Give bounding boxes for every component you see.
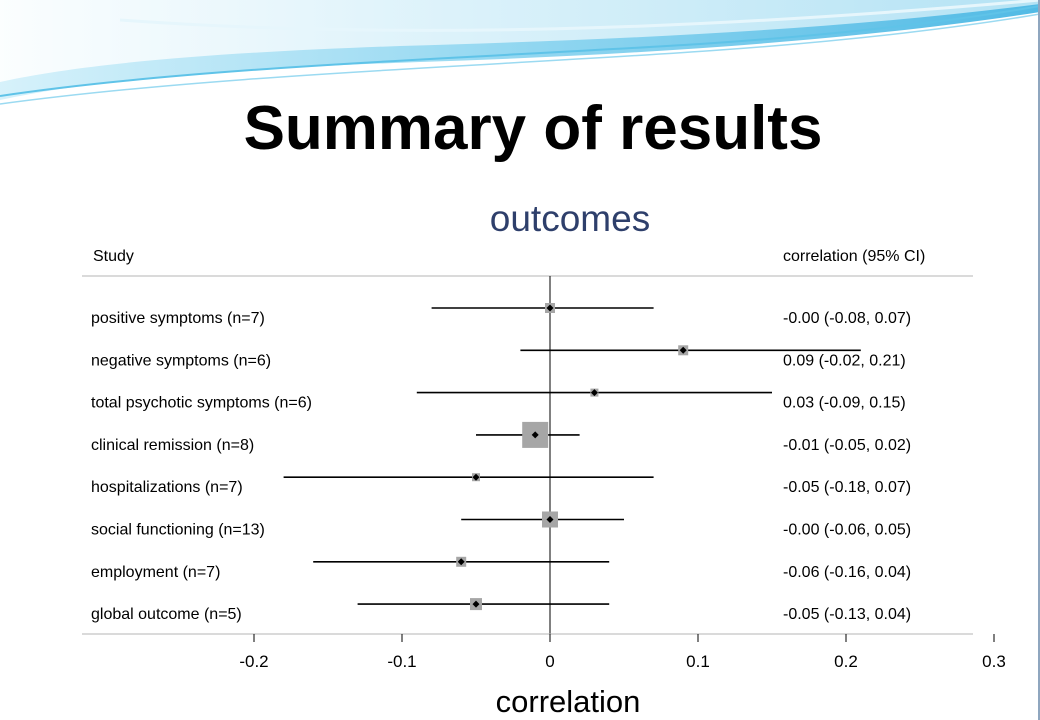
x-tick-label: 0.1 [686,652,710,671]
estimate-point [590,389,598,397]
row-label: positive symptoms (n=7) [91,310,265,327]
row-ci-text: 0.03 (-0.09, 0.15) [783,395,906,412]
x-axis-label: correlation [496,684,641,719]
column-header-study: Study [93,248,134,265]
estimate-point [457,558,465,566]
row-ci-text: 0.09 (-0.02, 0.21) [783,352,906,369]
x-tick-label: 0 [545,652,554,671]
row-label: employment (n=7) [91,564,220,581]
column-header-ci: correlation (95% CI) [783,248,925,265]
row-label: global outcome (n=5) [91,606,242,623]
page-title: Summary of results [243,94,823,163]
x-tick-label: 0.3 [982,652,1006,671]
row-label: total psychotic symptoms (n=6) [91,395,312,412]
estimate-point [546,304,554,312]
row-label: hospitalizations (n=7) [91,479,243,496]
x-tick-label: -0.1 [387,652,416,671]
estimate-point [679,346,687,354]
page-subtitle: outcomes [489,198,651,239]
row-ci-text: -0.05 (-0.18, 0.07) [783,479,911,496]
right-border-line [1038,0,1040,720]
row-ci-text: -0.05 (-0.13, 0.04) [783,606,911,623]
estimate-point [531,431,539,439]
estimate-point [472,473,480,481]
row-ci-text: -0.01 (-0.05, 0.02) [783,437,911,454]
row-ci-text: -0.06 (-0.16, 0.04) [783,564,911,581]
row-label: negative symptoms (n=6) [91,352,271,369]
row-label: social functioning (n=13) [91,522,265,539]
row-ci-text: -0.00 (-0.06, 0.05) [783,522,911,539]
row-ci-text: -0.00 (-0.08, 0.07) [783,310,911,327]
x-tick-label: -0.2 [239,652,268,671]
x-tick-label: 0.2 [834,652,858,671]
estimate-point [546,516,554,523]
estimate-point [472,600,480,608]
row-label: clinical remission (n=8) [91,437,254,454]
